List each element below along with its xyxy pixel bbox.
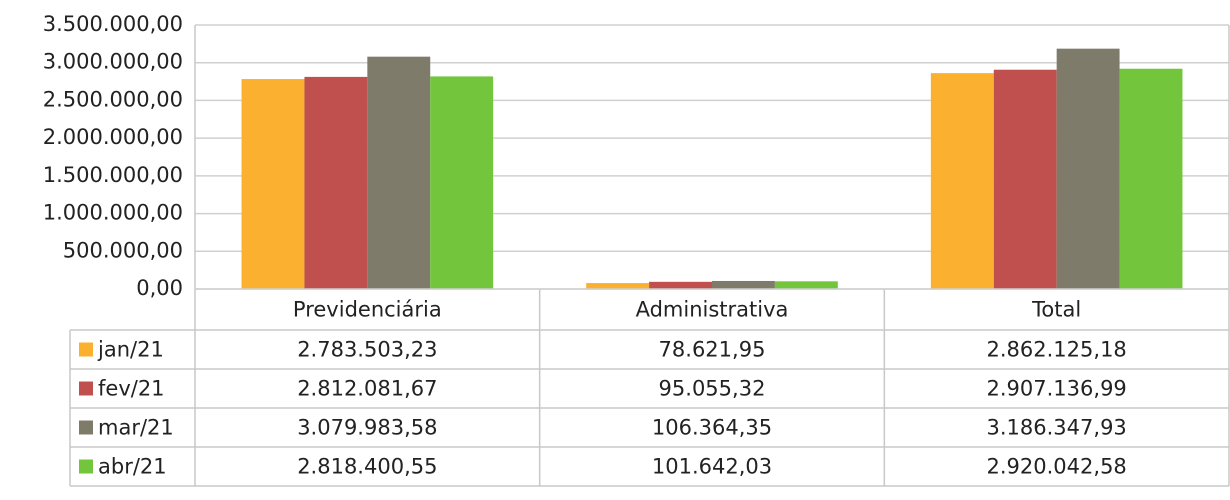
legend-label: mar/21 xyxy=(98,416,174,440)
table-value: 3.186.347,93 xyxy=(987,416,1127,440)
y-tick-label: 0,00 xyxy=(136,276,183,300)
y-tick-label: 2.500.000,00 xyxy=(43,87,183,111)
bar xyxy=(367,56,431,289)
table-value: 78.621,95 xyxy=(659,338,766,362)
legend-swatch xyxy=(79,381,93,396)
legend-swatch xyxy=(79,459,93,474)
y-tick-label: 1.000.000,00 xyxy=(43,201,183,225)
y-tick-label: 3.500.000,00 xyxy=(43,12,183,36)
table-value: 106.364,35 xyxy=(652,416,772,440)
x-tick-label: Total xyxy=(1031,298,1081,322)
bar xyxy=(1056,48,1120,290)
legend-swatch xyxy=(79,420,93,435)
table-value: 101.642,03 xyxy=(652,455,772,479)
table-value: 2.783.503,23 xyxy=(297,338,437,362)
bar xyxy=(304,76,368,289)
x-tick-label: Previdenciária xyxy=(293,298,442,322)
y-tick-label: 500.000,00 xyxy=(63,238,183,262)
table-value: 2.812.081,67 xyxy=(297,377,437,401)
y-tick-label: 3.000.000,00 xyxy=(43,50,183,74)
bar xyxy=(712,280,775,289)
table-value: 2.818.400,55 xyxy=(297,455,437,479)
bar xyxy=(430,76,494,289)
y-tick-label: 2.000.000,00 xyxy=(43,125,183,149)
bar xyxy=(1119,68,1183,289)
bar xyxy=(993,69,1057,289)
bar xyxy=(774,281,838,289)
bar xyxy=(586,283,650,289)
bar xyxy=(649,281,712,289)
table-value: 2.920.042,58 xyxy=(987,455,1127,479)
y-tick-label: 1.500.000,00 xyxy=(43,163,183,187)
x-tick-label: Administrativa xyxy=(636,298,789,322)
table-value: 2.907.136,99 xyxy=(987,377,1127,401)
bar xyxy=(241,79,305,289)
legend-label: jan/21 xyxy=(97,338,164,362)
table-value: 95.055,32 xyxy=(659,377,766,401)
legend-label: fev/21 xyxy=(98,377,165,401)
bar xyxy=(930,73,994,289)
table-value: 3.079.983,58 xyxy=(297,416,437,440)
legend-label: abr/21 xyxy=(98,455,167,479)
legend-swatch xyxy=(79,342,93,357)
table-value: 2.862.125,18 xyxy=(987,338,1127,362)
